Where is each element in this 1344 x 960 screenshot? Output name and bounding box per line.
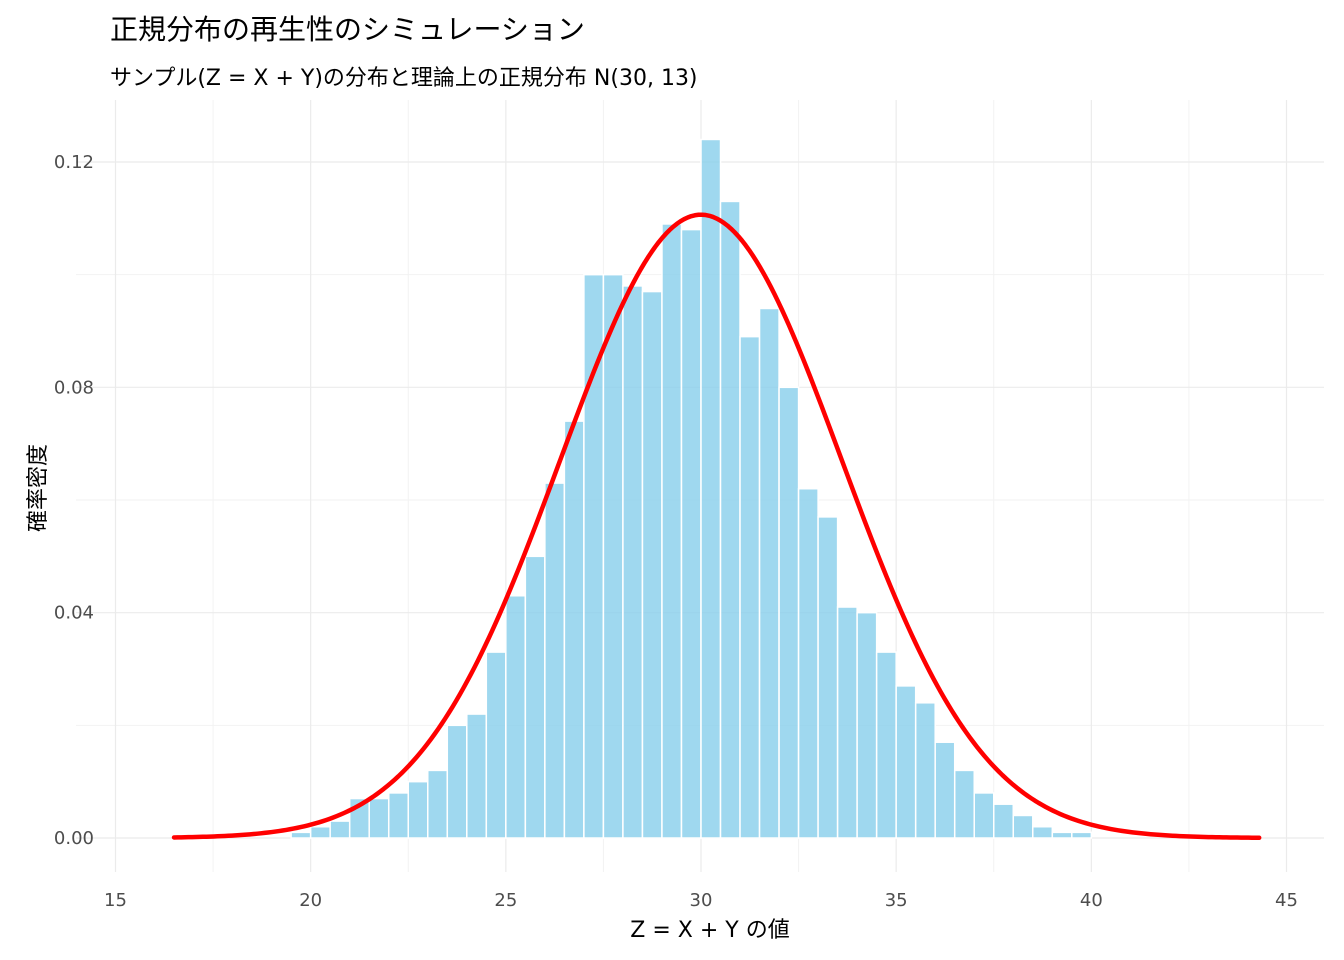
y-tick-label: 0.08 bbox=[54, 377, 94, 398]
x-tick-label: 25 bbox=[494, 890, 517, 911]
histogram-bar bbox=[641, 290, 663, 839]
y-tick-labels: 0.00 0.04 0.08 0.12 bbox=[54, 152, 94, 849]
histogram-bar bbox=[993, 803, 1015, 839]
histogram-bar bbox=[856, 611, 878, 839]
histogram-bar bbox=[797, 487, 819, 839]
histogram-bar bbox=[875, 651, 897, 839]
histogram-bars bbox=[290, 138, 1093, 839]
histogram-bar bbox=[1071, 831, 1093, 839]
y-axis-label: 確率密度 bbox=[26, 443, 51, 533]
normal-density-curve bbox=[171, 212, 1262, 841]
histogram-bar bbox=[544, 482, 566, 839]
histogram-bar bbox=[778, 386, 800, 839]
x-tick-label: 30 bbox=[690, 890, 713, 911]
histogram-bar bbox=[368, 797, 390, 839]
histogram-bar bbox=[817, 516, 839, 839]
histogram-bar bbox=[739, 335, 761, 839]
histogram-bar bbox=[680, 228, 702, 839]
x-tick-label: 35 bbox=[885, 890, 908, 911]
histogram-bar bbox=[1051, 831, 1073, 839]
histogram-bar bbox=[895, 685, 917, 839]
histogram-bar bbox=[563, 420, 585, 839]
x-tick-label: 45 bbox=[1275, 890, 1298, 911]
y-tick-label: 0.00 bbox=[54, 828, 94, 849]
histogram-bar bbox=[836, 606, 858, 839]
y-tick-label: 0.04 bbox=[54, 603, 94, 624]
histogram-bar bbox=[524, 555, 546, 839]
x-tick-labels: 15 20 25 30 35 40 45 bbox=[104, 890, 1298, 911]
normal-curve-layer bbox=[171, 212, 1262, 841]
histogram-bar bbox=[758, 307, 780, 839]
histogram-bar bbox=[485, 651, 507, 839]
histogram-bar bbox=[622, 285, 644, 839]
histogram-bar bbox=[466, 713, 488, 839]
histogram-bar bbox=[446, 724, 468, 839]
x-axis-label: Z = X + Y の値 bbox=[630, 918, 790, 943]
histogram-bar bbox=[934, 741, 956, 839]
histogram-bar bbox=[427, 769, 449, 839]
histogram-bar bbox=[973, 792, 995, 839]
histogram-bar bbox=[1032, 825, 1054, 839]
histogram-bar bbox=[290, 831, 312, 839]
x-tick-label: 15 bbox=[104, 890, 127, 911]
histogram-bar bbox=[309, 825, 331, 839]
histogram-bar bbox=[602, 273, 624, 839]
histogram-bar bbox=[914, 702, 936, 839]
chart-subtitle: サンプル(Z = X + Y)の分布と理論上の正規分布 N(30, 13) bbox=[110, 66, 698, 91]
histogram-bar bbox=[1012, 814, 1034, 839]
histogram-bar bbox=[407, 780, 429, 839]
y-tick-label: 0.12 bbox=[54, 152, 94, 173]
histogram-bar bbox=[953, 769, 975, 839]
x-tick-label: 20 bbox=[299, 890, 322, 911]
histogram-bar bbox=[719, 200, 741, 839]
histogram-bar bbox=[387, 792, 410, 839]
histogram-bar bbox=[329, 820, 351, 839]
x-tick-label: 40 bbox=[1080, 890, 1103, 911]
histogram-bar bbox=[505, 595, 527, 839]
histogram-bar bbox=[661, 223, 683, 839]
histogram-bar bbox=[700, 138, 722, 839]
chart-title: 正規分布の再生性のシミュレーション bbox=[110, 13, 585, 46]
